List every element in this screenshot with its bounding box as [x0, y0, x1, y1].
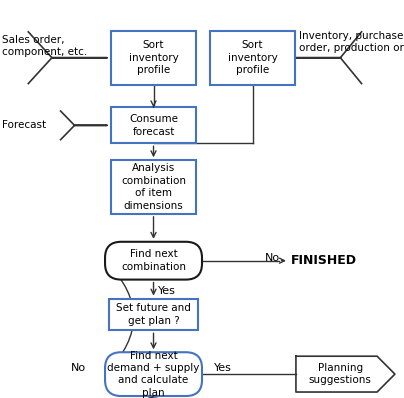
Text: Planning
suggestions: Planning suggestions [309, 363, 372, 385]
Text: Sort
inventory
profile: Sort inventory profile [227, 40, 278, 75]
Text: Find next
combination: Find next combination [121, 250, 186, 272]
FancyBboxPatch shape [111, 31, 196, 84]
Text: Set future and
get plan ?: Set future and get plan ? [116, 303, 191, 326]
FancyBboxPatch shape [105, 352, 202, 396]
Text: No: No [71, 363, 86, 373]
Text: Analysis
combination
of item
dimensions: Analysis combination of item dimensions [121, 164, 186, 211]
FancyBboxPatch shape [109, 298, 198, 330]
Text: FINISHED: FINISHED [291, 254, 357, 267]
FancyBboxPatch shape [210, 31, 295, 84]
Text: Sort
inventory
profile: Sort inventory profile [128, 40, 179, 75]
FancyBboxPatch shape [105, 242, 202, 279]
Text: Yes: Yes [214, 363, 232, 373]
Text: Forecast: Forecast [2, 120, 46, 131]
Text: Yes: Yes [158, 286, 175, 297]
Text: Sales order,
component, etc.: Sales order, component, etc. [2, 35, 87, 57]
FancyBboxPatch shape [111, 160, 196, 214]
FancyArrowPatch shape [107, 263, 134, 372]
Text: Find next
demand + supply
and calculate
plan: Find next demand + supply and calculate … [107, 351, 200, 398]
Text: Inventory, purchase
order, production order: Inventory, purchase order, production or… [299, 31, 404, 53]
Text: No: No [265, 252, 280, 263]
Text: Consume
forecast: Consume forecast [129, 114, 178, 137]
FancyBboxPatch shape [111, 107, 196, 143]
